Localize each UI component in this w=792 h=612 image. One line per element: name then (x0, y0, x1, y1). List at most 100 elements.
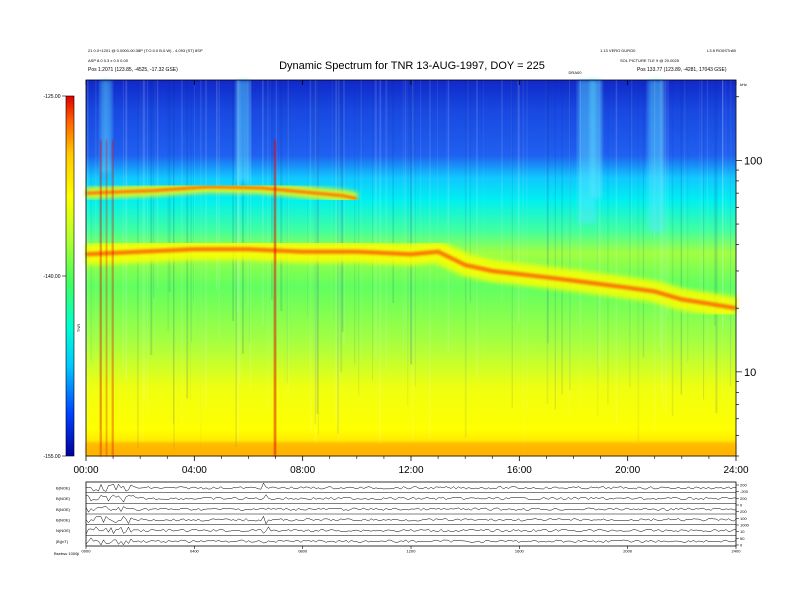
panel-x-tick-label: 0000 (82, 549, 92, 554)
spectrogram-streak (358, 80, 360, 396)
panel-trace (85, 537, 737, 546)
spectrogram-streak (469, 80, 471, 303)
spectrogram-streak (517, 80, 520, 323)
x-axis: 00:00 04:00 08:00 12:00 16:00 20:00 24:00 (73, 80, 749, 476)
panel-row-label: B(NOE) (56, 507, 71, 512)
colorbar: -125.00 -140.00 -155.00 TNR (44, 94, 81, 460)
spectrogram-streak (374, 80, 377, 358)
spectrogram-streak (200, 80, 202, 451)
spectrogram-streak (194, 80, 195, 334)
spectrogram: 00:00 04:00 08:00 12:00 16:00 20:00 24:00 1001… (73, 79, 762, 476)
panels-corner-label: Bsebsu 1000ji (54, 551, 79, 556)
x-tick-label: 24:00 (723, 465, 748, 476)
panel-right-tick-label: 50 (740, 536, 745, 541)
spectrogram-streak (173, 80, 175, 450)
x-tick-label: 16:00 (507, 465, 532, 476)
spectrogram-streak (667, 80, 669, 315)
spectrogram-streak (729, 80, 732, 387)
panel-right-tick-label: 200 (740, 483, 747, 488)
spectrogram-streak (660, 80, 663, 389)
burst-line (100, 140, 102, 456)
spectrogram-streak (661, 80, 664, 406)
spectrogram-streak (333, 80, 334, 328)
spectrogram-streak (238, 80, 241, 382)
emission-line (85, 247, 737, 311)
spectrogram-streak (597, 80, 600, 367)
spectrogram-streak (341, 80, 344, 332)
spectrogram-streak (684, 80, 686, 374)
spectrogram-background (86, 80, 736, 456)
spectrogram-streak (104, 80, 107, 380)
burst-line (112, 140, 114, 456)
info-right-line3: Pos 133.77 (123.89, -4281, 17043 GSE) (637, 67, 727, 73)
panel-right-tick-label: 10 (740, 529, 745, 534)
spectrogram-streak (232, 80, 234, 321)
spectrogram-streak (631, 80, 633, 332)
spectrogram-streak (725, 80, 727, 420)
info-right-line1: 1.13 VERO DURO0 (600, 48, 636, 53)
chart-title: Dynamic Spectrum for TNR 13-AUG-1997, DO… (279, 60, 545, 72)
spectrogram-streak (415, 80, 416, 387)
panel-x-tick-label: 0400 (190, 549, 200, 554)
panel-row-label: B(NOE) (56, 517, 71, 522)
panel-trace (85, 482, 737, 492)
spectrogram-streak (262, 80, 264, 326)
spectrogram-streak (580, 80, 582, 406)
burst-streak (236, 80, 250, 182)
y-tick-label: 10 (744, 367, 756, 379)
y-tick-label: 100 (744, 155, 762, 167)
spectrogram-streak (237, 80, 239, 313)
spectrogram-streak (483, 80, 484, 367)
spectrogram-streak (343, 80, 345, 345)
burst-streak (648, 80, 664, 233)
emission-line (85, 185, 358, 201)
spectrogram-streak (392, 80, 394, 303)
spectrogram-streak (599, 80, 602, 386)
colorbar-axis-label: TNR (76, 324, 81, 332)
spectrogram-streak (447, 80, 450, 353)
spectrogram-streak (615, 80, 618, 424)
spectrogram-streak (526, 80, 529, 415)
spectrogram-streak (242, 80, 244, 354)
spectrogram-streak (637, 80, 640, 442)
spectrogram-streak (671, 80, 674, 416)
panel-right-tick-label: 100 (740, 516, 747, 521)
spectrogram-streak (139, 80, 141, 339)
x-tick-label: 08:00 (290, 465, 315, 476)
spectrogram-streak (420, 80, 422, 318)
panel-right-tick-label: -200 (740, 489, 749, 494)
spectrogram-streak (143, 80, 145, 401)
burst-streak (590, 80, 602, 199)
spectrogram-streak (501, 80, 503, 300)
spectrogram-streak (247, 80, 249, 308)
spectrogram-streak (546, 80, 549, 404)
spectrogram-streak (181, 80, 183, 343)
x-tick-label: 04:00 (182, 465, 207, 476)
spectrogram-streak (95, 80, 97, 373)
panel-right-tick-label: 1000 (740, 523, 750, 528)
spectrogram-streak (476, 80, 478, 379)
spectrogram-streak (699, 80, 700, 301)
panel-trace (85, 494, 736, 503)
spectrogram-streak (446, 80, 448, 348)
spectrogram-streak (700, 80, 703, 302)
spectrogram-streak (125, 80, 128, 381)
colorbar-label-top: -125.00 (44, 94, 61, 100)
x-tick-label: 00:00 (73, 465, 98, 476)
panel-x-tick-label: 2400 (732, 549, 742, 554)
spectrogram-streak (597, 80, 599, 417)
spectrogram-streak (167, 80, 170, 332)
spectrogram-streak (607, 80, 609, 404)
panel-trace (85, 515, 737, 525)
spectrogram-streak (276, 80, 278, 318)
y-unit-label: kHz (740, 82, 747, 87)
panel-row-label: |B|(nT) (56, 539, 69, 544)
panel-x-tick-label: 0800 (298, 549, 308, 554)
x-tick-label: 12:00 (398, 465, 423, 476)
spectrogram-streak (331, 80, 333, 330)
spectrogram-streak (218, 80, 220, 340)
low-frequency-band (86, 442, 736, 456)
spectrogram-streak (722, 80, 723, 395)
